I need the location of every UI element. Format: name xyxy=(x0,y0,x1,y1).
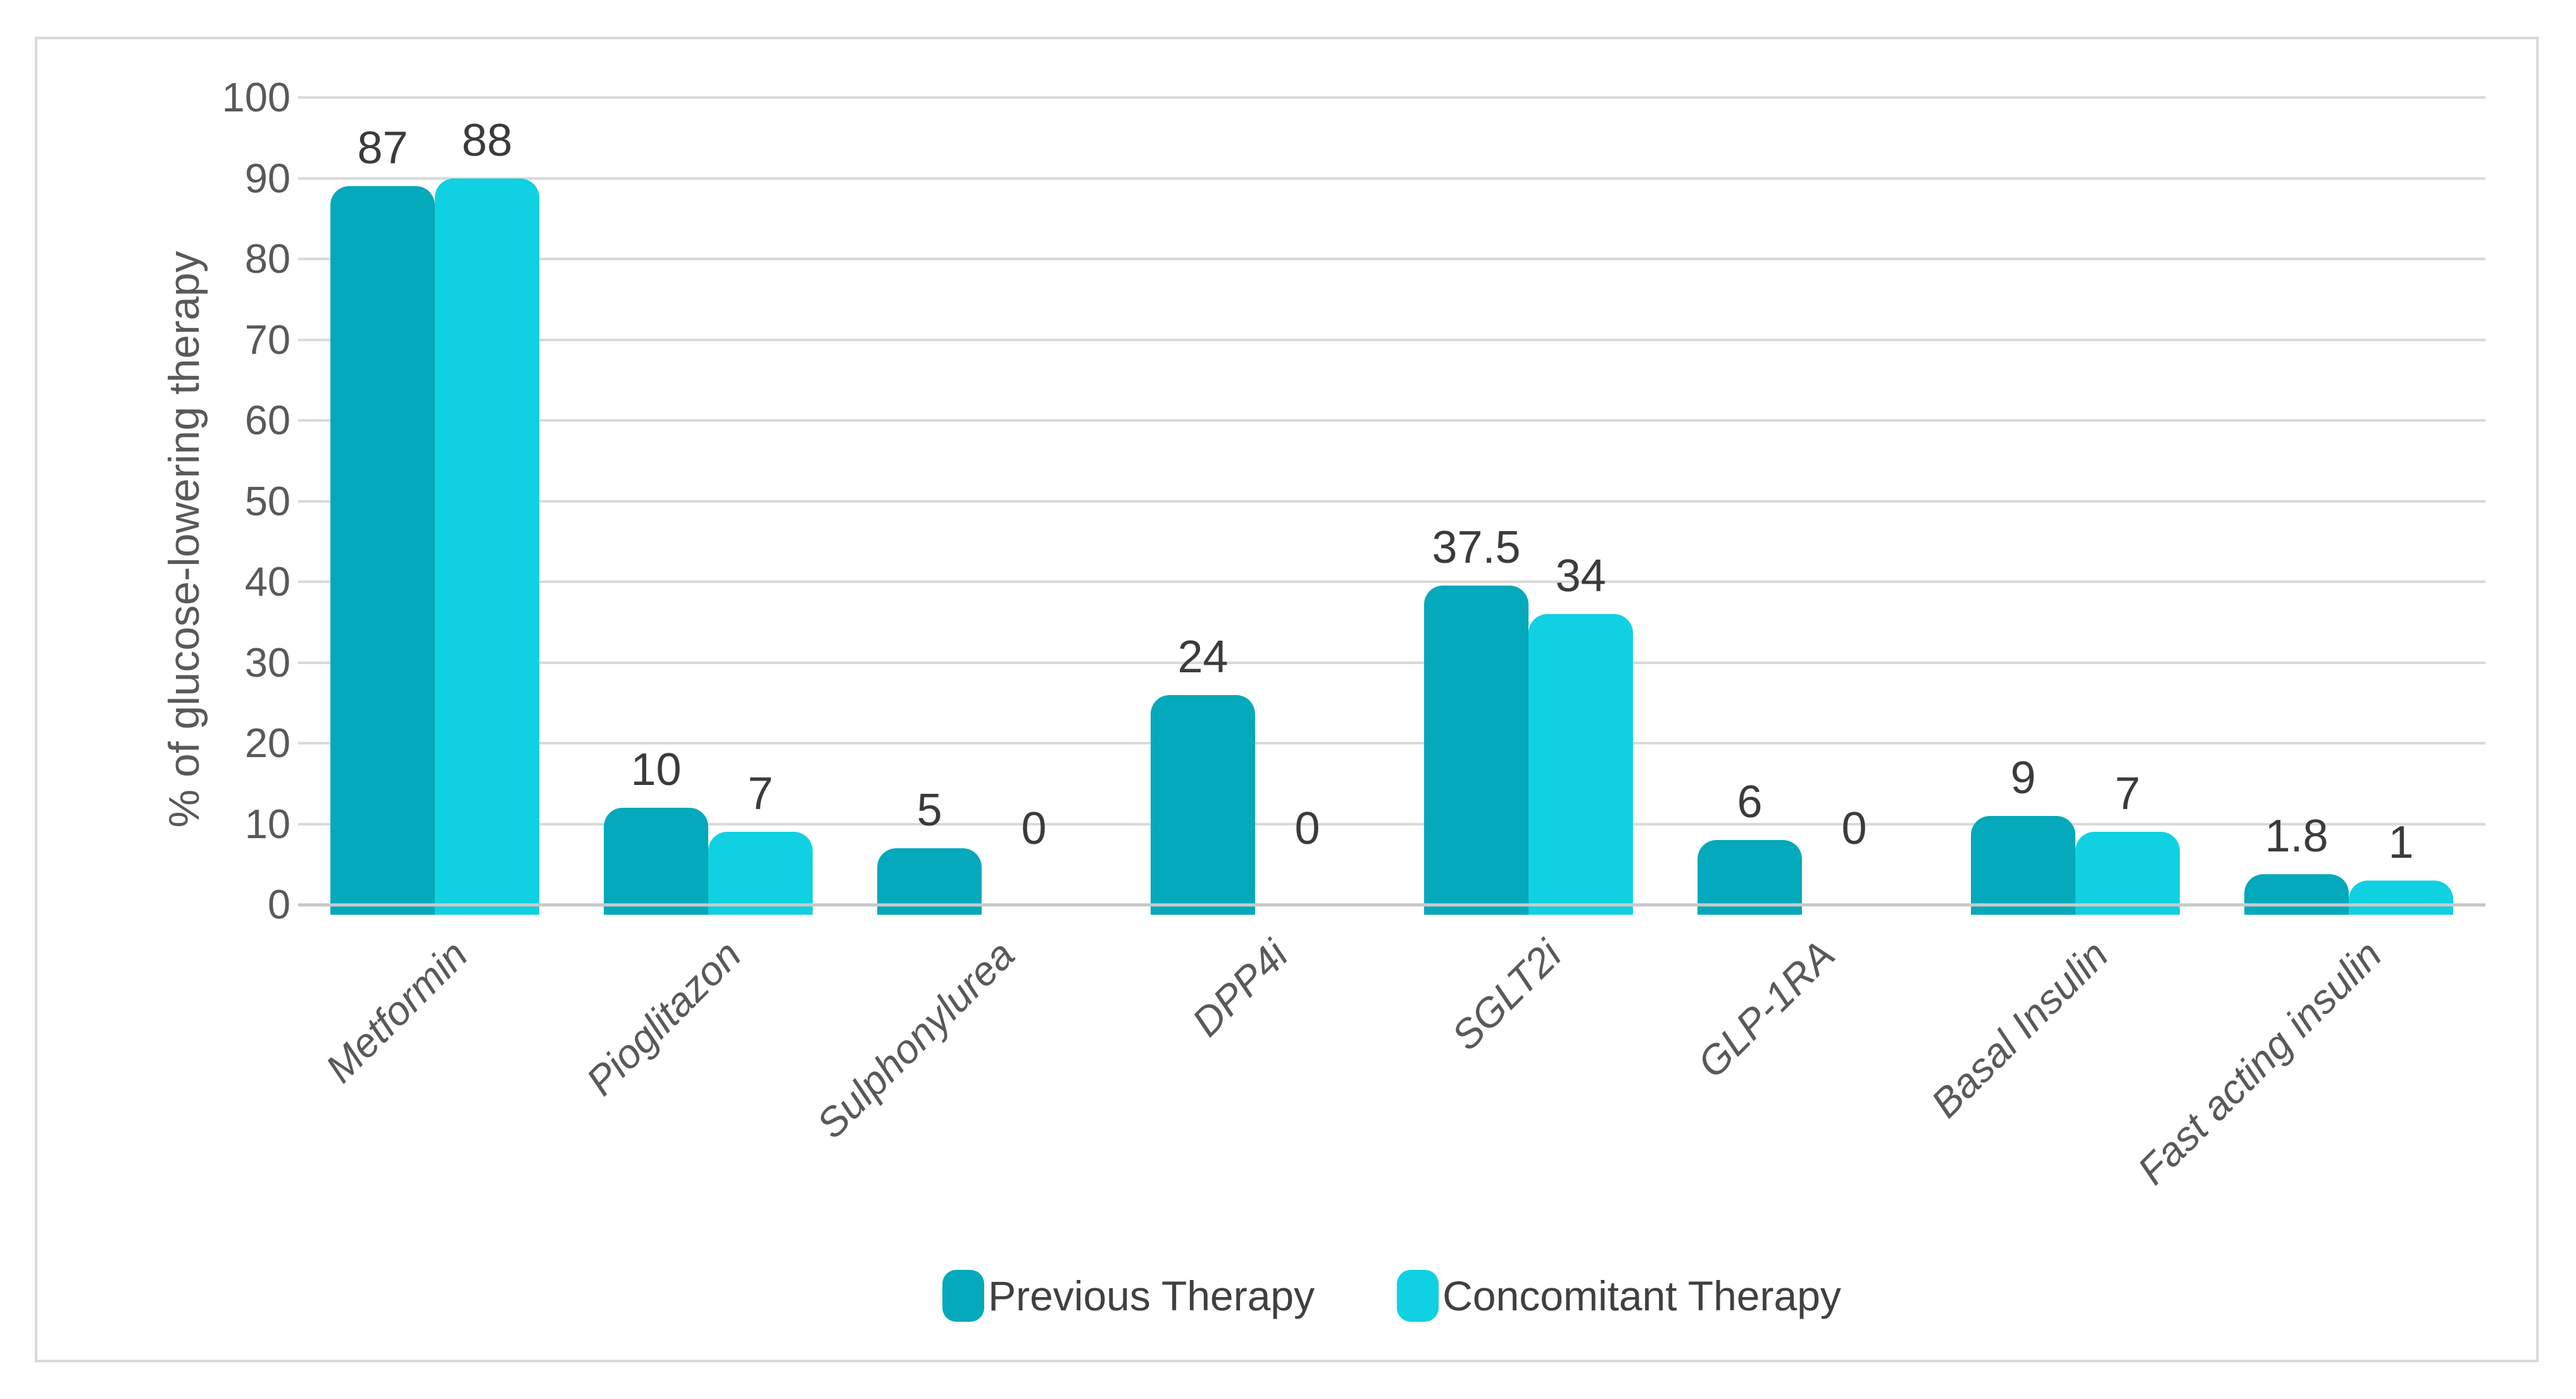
gridline-40 xyxy=(298,580,2485,583)
bar-previous-therapy-glp-1ra xyxy=(1698,840,1802,915)
bar-value-label-previous-therapy-metformin: 87 xyxy=(357,123,408,174)
gridline-60 xyxy=(298,419,2485,422)
bar-value-label-concomitant-therapy-sulphonylurea: 0 xyxy=(1021,803,1047,854)
chart-figure-frame: 0 10 20 30 40 50 60 70 80 90 100 87 88 10 7 5 0 24 0 37.5 3… xyxy=(35,37,2539,1362)
bar-value-label-previous-therapy-glp-1ra: 6 xyxy=(1737,777,1763,827)
gridline-50 xyxy=(298,499,2485,503)
gridline-70 xyxy=(298,338,2485,341)
bar-concomitant-therapy-pioglitazon xyxy=(708,832,813,915)
legend-label-previous-therapy: Previous Therapy xyxy=(988,1272,1315,1319)
y-tick-label-0: 0 xyxy=(267,881,291,927)
bar-value-label-concomitant-therapy-metformin: 88 xyxy=(461,115,513,166)
bar-value-label-previous-therapy-pioglitazon: 10 xyxy=(630,744,682,795)
y-tick-label-10: 10 xyxy=(244,800,291,847)
gridline-90 xyxy=(298,177,2485,180)
plot-area: 0 10 20 30 40 50 60 70 80 90 100 87 88 10 7 5 0 24 0 37.5 3… xyxy=(37,39,2536,1360)
bar-concomitant-therapy-metformin xyxy=(435,178,539,915)
y-tick-label-40: 40 xyxy=(244,558,291,605)
bar-value-label-previous-therapy-basal-insulin: 9 xyxy=(2010,752,2036,803)
legend-label-concomitant-therapy: Concomitant Therapy xyxy=(1442,1272,1841,1319)
bar-previous-therapy-fast-acting-insulin xyxy=(2244,874,2349,915)
bar-value-label-previous-therapy-sulphonylurea: 5 xyxy=(916,784,942,836)
bar-previous-therapy-sglt2i xyxy=(1424,586,1529,915)
y-tick-label-50: 50 xyxy=(244,477,291,524)
bar-previous-therapy-pioglitazon xyxy=(604,808,708,915)
y-tick-label-90: 90 xyxy=(244,154,291,201)
legend-swatch-previous-therapy xyxy=(942,1270,985,1322)
y-tick-label-100: 100 xyxy=(222,74,291,120)
bar-value-label-concomitant-therapy-glp-1ra: 0 xyxy=(1841,803,1867,854)
bar-concomitant-therapy-basal-insulin xyxy=(2075,832,2180,915)
gridline-30 xyxy=(298,661,2485,664)
bar-value-label-concomitant-therapy-dpp4i: 0 xyxy=(1294,803,1320,854)
y-tick-label-30: 30 xyxy=(244,639,291,686)
legend-item-concomitant-therapy: Concomitant Therapy xyxy=(1397,1270,1841,1322)
y-tick-label-20: 20 xyxy=(244,720,291,766)
bar-value-label-concomitant-therapy-fast-acting-insulin: 1 xyxy=(2388,817,2414,868)
y-tick-label-60: 60 xyxy=(244,397,291,443)
gridline-80 xyxy=(298,258,2485,260)
gridline-10 xyxy=(298,822,2485,825)
legend: Previous Therapy Concomitant Therapy xyxy=(298,1264,2485,1327)
bar-concomitant-therapy-fast-acting-insulin xyxy=(2349,880,2453,915)
legend-swatch-concomitant-therapy xyxy=(1397,1270,1439,1322)
bar-value-label-previous-therapy-sglt2i: 37.5 xyxy=(1432,522,1521,574)
gridline-100 xyxy=(298,96,2485,99)
bar-value-label-previous-therapy-fast-acting-insulin: 1.8 xyxy=(2265,810,2329,862)
y-tick-label-70: 70 xyxy=(244,316,291,363)
bar-concomitant-therapy-sglt2i xyxy=(1529,614,1633,915)
gridline-20 xyxy=(298,742,2485,744)
bar-value-label-previous-therapy-dpp4i: 24 xyxy=(1177,631,1229,682)
bar-previous-therapy-dpp4i xyxy=(1151,694,1255,915)
legend-item-previous-therapy: Previous Therapy xyxy=(942,1270,1315,1322)
bar-value-label-concomitant-therapy-pioglitazon: 7 xyxy=(747,769,773,820)
x-axis-line xyxy=(298,903,2485,907)
bar-value-label-concomitant-therapy-sglt2i: 34 xyxy=(1555,551,1606,601)
bar-value-label-concomitant-therapy-basal-insulin: 7 xyxy=(2115,769,2141,820)
bar-previous-therapy-basal-insulin xyxy=(1971,815,2075,915)
y-tick-label-80: 80 xyxy=(244,235,291,282)
y-axis-title: % of glucose-lowering therapy xyxy=(160,251,208,828)
bar-previous-therapy-metformin xyxy=(330,186,435,915)
